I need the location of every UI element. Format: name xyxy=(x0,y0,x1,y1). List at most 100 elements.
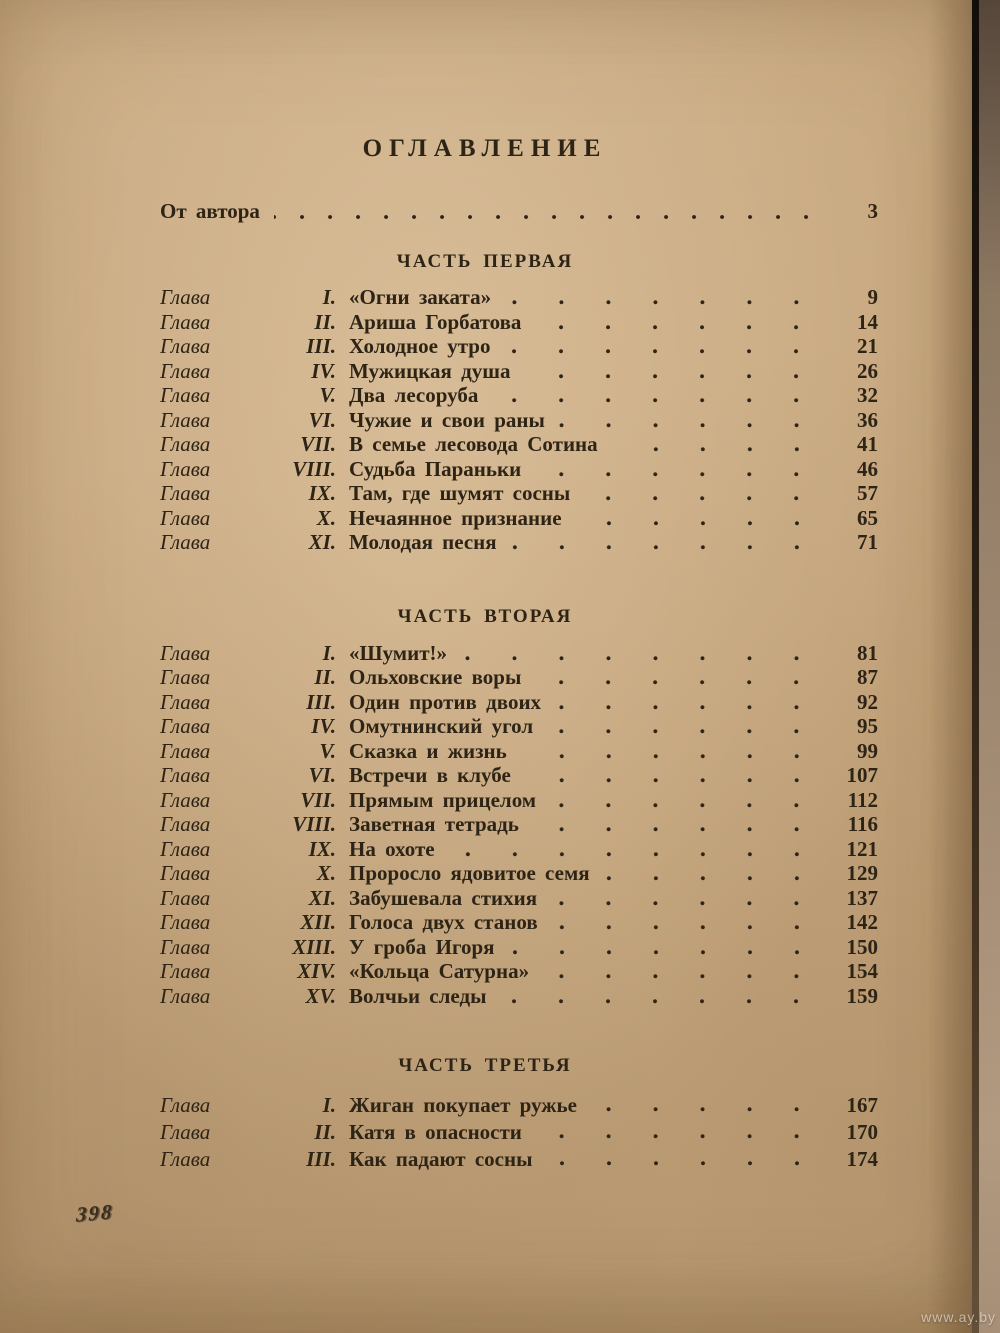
toc-title: ОГЛАВЛЕНИЕ xyxy=(362,135,608,162)
toc-row: Глава X. Проросло ядовитое семя 129 xyxy=(160,861,878,886)
chapter-title: Встречи в клубе xyxy=(349,763,511,787)
toc-row: Глава VI. Чужие и свои раны 36 xyxy=(160,407,878,432)
chapter-title: Забушевала стихия xyxy=(349,885,538,910)
chapter-numeral: XIII. xyxy=(292,934,336,959)
chapter-page: 159 xyxy=(846,983,879,1008)
chapter-page: 65 xyxy=(857,505,878,530)
toc-row: Глава IX. Там, где шумят сосны 57 xyxy=(160,481,878,506)
page-curve-shadow xyxy=(928,0,974,1333)
chapter-numeral: I. xyxy=(322,640,336,665)
section-rows: Глава I. Жиган покупает ружье 167 Глава … xyxy=(160,1092,878,1173)
chapter-page: 95 xyxy=(857,714,878,738)
chapter-title: Голоса двух станов xyxy=(349,910,538,934)
chapter-word: Глава xyxy=(160,481,211,505)
chapter-numeral: I. xyxy=(322,285,336,309)
chapter-page: 107 xyxy=(846,763,879,787)
chapter-numeral: VII. xyxy=(300,432,336,456)
chapter-page: 14 xyxy=(857,309,878,334)
chapter-page: 32 xyxy=(857,383,878,407)
chapter-word: Глава xyxy=(160,407,211,432)
chapter-word: Глава xyxy=(160,383,211,407)
chapter-page: 116 xyxy=(847,812,878,836)
dot-leader xyxy=(584,481,820,506)
dot-leader xyxy=(524,763,820,788)
chapter-title: Два лесоруба xyxy=(349,383,479,407)
chapter-word: Глава xyxy=(160,787,211,812)
dot-leader xyxy=(603,861,820,886)
chapter-word: Глава xyxy=(160,505,211,530)
chapter-word: Глава xyxy=(160,934,211,959)
toc-row: Глава IX. На охоте 121 xyxy=(160,836,878,861)
toc-row: Глава XIV. «Кольца Сатурна» 154 xyxy=(160,959,878,984)
chapter-page: 112 xyxy=(847,787,878,812)
chapter-word: Глава xyxy=(160,983,211,1008)
dot-leader xyxy=(492,383,820,408)
chapter-page: 129 xyxy=(846,861,879,885)
chapter-title: Один против двоих xyxy=(349,689,542,714)
sections: ЧАСТЬ ПЕРВАЯ Глава I. «Огни заката» 9 Гл… xyxy=(160,250,878,1173)
toc-row: Глава V. Два лесоруба 32 xyxy=(160,383,878,408)
chapter-title: Проросло ядовитое семя xyxy=(349,861,590,885)
dot-leader xyxy=(590,1092,820,1119)
chapter-numeral: VI. xyxy=(308,407,336,432)
toc-content: ОГЛАВЛЕНИЕ От автора 3 ЧАСТЬ ПЕРВАЯ Глав… xyxy=(160,0,878,1173)
chapter-numeral: II. xyxy=(314,1120,336,1144)
chapter-word: Глава xyxy=(160,885,211,910)
chapter-numeral: XI. xyxy=(308,885,336,910)
toc-row: Глава V. Сказка и жизнь 99 xyxy=(160,738,878,763)
section-heading: ЧАСТЬ ПЕРВАЯ xyxy=(396,251,574,272)
dot-leader xyxy=(547,714,820,739)
dot-leader xyxy=(535,1119,820,1146)
chapter-numeral: II. xyxy=(314,665,336,689)
chapter-page: 87 xyxy=(857,665,878,689)
toc-row: Глава VIII. Судьба Параньки 46 xyxy=(160,456,878,481)
chapter-word: Глава xyxy=(160,640,211,665)
chapter-title: Нечаянное признание xyxy=(349,505,562,530)
chapter-title: У гроба Игоря xyxy=(349,934,495,959)
toc-section: ЧАСТЬ ПЕРВАЯ Глава I. «Огни заката» 9 Гл… xyxy=(160,250,878,555)
dot-leader xyxy=(273,198,820,224)
chapter-numeral: VIII. xyxy=(292,456,336,481)
chapter-title: Ариша Горбатова xyxy=(349,309,522,334)
chapter-title: На охоте xyxy=(349,836,435,861)
toc-row: Глава II. Катя в опасности 170 xyxy=(160,1119,878,1146)
dot-leader xyxy=(448,836,820,861)
chapter-title: Как падают сосны xyxy=(349,1147,533,1171)
chapter-title: Ольховские воры xyxy=(349,665,522,689)
chapter-page: 150 xyxy=(846,934,879,959)
dot-leader xyxy=(551,885,820,910)
chapter-page: 167 xyxy=(846,1093,879,1117)
toc-row: Глава XIII. У гроба Игоря 150 xyxy=(160,934,879,959)
chapter-numeral: XIV. xyxy=(297,959,336,983)
chapter-title: «Кольца Сатурна» xyxy=(349,959,530,983)
chapter-title: Мужицкая душа xyxy=(349,358,511,383)
section-rows: Глава I. «Шумит!» 81 Глава II. Ольховски… xyxy=(160,640,879,1008)
dot-leader xyxy=(550,787,820,812)
chapter-numeral: VII. xyxy=(300,787,336,812)
toc-row: Глава XV. Волчьи следы 159 xyxy=(160,983,879,1008)
chapter-title: Жиган покупает ружье xyxy=(349,1093,577,1117)
front-matter-label: От автора xyxy=(160,199,260,223)
chapter-word: Глава xyxy=(160,763,211,787)
chapter-page: 137 xyxy=(846,885,879,910)
section-heading: ЧАСТЬ ТРЕТЬЯ xyxy=(398,1055,572,1076)
chapter-numeral: IX. xyxy=(308,481,336,505)
dot-leader xyxy=(504,334,820,359)
chapter-numeral: I. xyxy=(322,1093,336,1117)
chapter-word: Глава xyxy=(160,1093,211,1117)
chapter-title: Судьба Параньки xyxy=(349,456,522,481)
chapter-numeral: X. xyxy=(316,861,336,885)
dot-leader xyxy=(535,309,820,334)
page-edge-seam xyxy=(972,0,979,1333)
dot-leader xyxy=(535,665,820,690)
toc-row: Глава VIII. Заветная тетрадь 116 xyxy=(160,812,878,837)
chapter-title: Там, где шумят сосны xyxy=(349,481,571,505)
dot-leader xyxy=(575,505,820,530)
chapter-title: Омутнинский угол xyxy=(349,714,534,738)
chapter-page: 170 xyxy=(846,1120,879,1144)
toc-row: Глава XI. Молодая песня 71 xyxy=(160,530,878,555)
chapter-numeral: X. xyxy=(316,505,336,530)
chapter-word: Глава xyxy=(160,285,211,309)
chapter-word: Глава xyxy=(160,861,211,885)
chapter-page: 46 xyxy=(857,456,878,481)
